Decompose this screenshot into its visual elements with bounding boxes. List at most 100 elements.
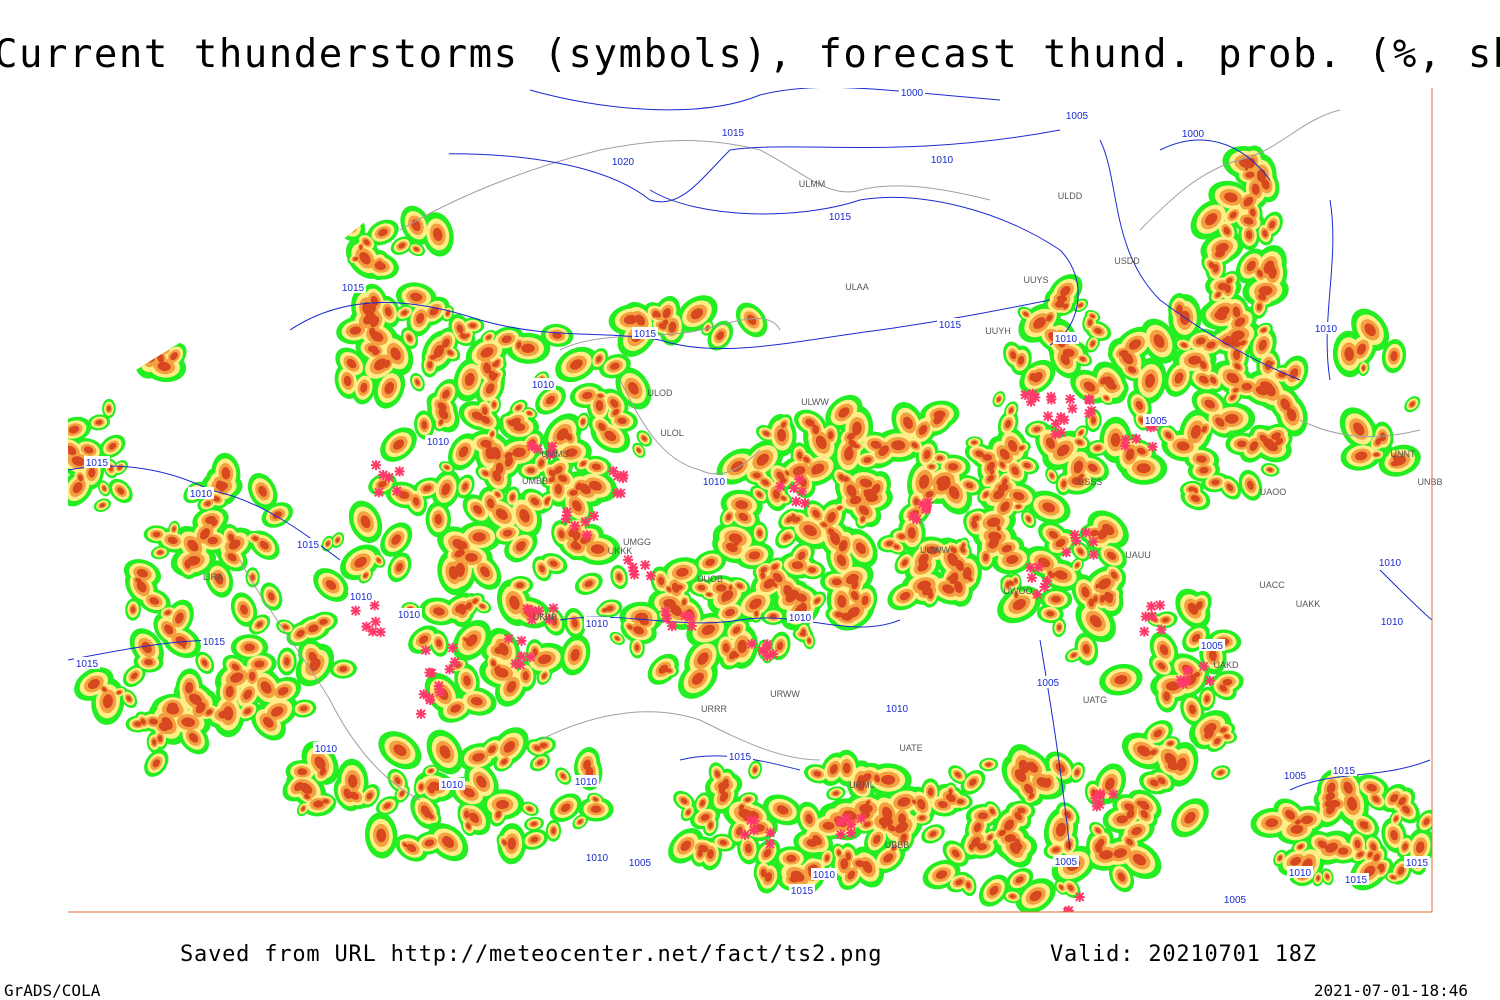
isobar-label: 1005 <box>1224 895 1247 906</box>
storm-symbol <box>1091 801 1102 812</box>
station-label: URRR <box>701 704 727 714</box>
storm-symbol <box>394 466 405 477</box>
station-label: UBBB <box>885 840 910 850</box>
storm-symbol <box>1059 414 1070 425</box>
isobar-label: 1005 <box>1055 857 1078 868</box>
station-label: UAOO <box>1260 487 1287 497</box>
storm-symbol <box>516 635 527 646</box>
storm-symbol <box>1064 911 1075 912</box>
isobar-label: 1005 <box>1201 641 1224 652</box>
storm-symbol <box>627 562 638 573</box>
station-label: UATG <box>1083 695 1107 705</box>
storm-symbol <box>516 651 527 662</box>
storm-symbol <box>378 469 389 480</box>
storm-symbol <box>373 487 384 498</box>
storm-symbol <box>420 645 431 656</box>
isobar-label: 1015 <box>829 212 852 223</box>
storm-symbol <box>1147 441 1158 452</box>
isobar-label: 1010 <box>532 380 555 391</box>
isobar-label: 1010 <box>575 777 598 788</box>
storm-symbol <box>1042 411 1053 422</box>
storm-symbol <box>425 694 436 705</box>
timestamp: 2021-07-01-18:46 <box>1314 981 1468 1000</box>
storm-symbol <box>510 658 521 669</box>
storm-symbol <box>433 680 444 691</box>
storm-symbol <box>1026 572 1037 583</box>
storm-symbol <box>581 529 592 540</box>
station-label: UKKK <box>608 546 633 556</box>
isobar-label: 1015 <box>342 283 365 294</box>
shade-area <box>513 423 526 432</box>
station-label: ULAA <box>845 282 869 292</box>
isobar-label: 1010 <box>1055 334 1078 345</box>
storm-symbol <box>367 626 378 637</box>
storm-symbol <box>350 605 361 616</box>
storm-symbol <box>1108 789 1119 800</box>
storm-symbol <box>686 621 697 632</box>
storm-symbol <box>667 621 678 632</box>
storm-symbol <box>799 498 810 509</box>
storm-symbol <box>746 638 757 649</box>
isobar-label: 1015 <box>297 540 320 551</box>
software: GrADS/COLA <box>4 981 101 1000</box>
storm-symbol <box>1139 626 1150 637</box>
isobar-label: 1015 <box>791 886 814 897</box>
storm-symbol <box>416 708 427 719</box>
isobar-label: 1010 <box>441 780 464 791</box>
storm-symbol <box>1120 434 1131 445</box>
station-label: UNNT <box>1391 449 1416 459</box>
storm-symbol <box>1065 394 1076 405</box>
isobar-label: 1010 <box>398 610 421 621</box>
shade-area <box>146 333 167 350</box>
station-label: UUWW <box>920 545 950 555</box>
isobar-label: 1005 <box>1284 771 1307 782</box>
storm-symbol <box>1088 536 1099 547</box>
storm-symbol <box>640 560 651 571</box>
isobar-label: 1015 <box>939 320 962 331</box>
probability-shading <box>68 145 1432 912</box>
storm-symbol <box>562 507 573 518</box>
isobar-label: 1020 <box>612 157 635 168</box>
storm-symbol <box>1025 562 1036 573</box>
storm-symbol <box>580 516 591 527</box>
shade-area <box>1051 595 1061 603</box>
shade-area <box>344 218 354 230</box>
station-label: UUOB <box>697 574 723 584</box>
storm-symbol <box>788 483 799 494</box>
storm-symbol <box>748 825 759 836</box>
storm-symbol <box>1182 665 1193 676</box>
storm-symbol <box>685 612 696 623</box>
storm-symbol <box>749 815 760 826</box>
storm-symbol <box>1067 403 1078 414</box>
storm-symbol <box>921 502 932 513</box>
station-label: UAKD <box>1213 660 1239 670</box>
storm-symbol <box>835 829 846 840</box>
storm-symbol <box>908 511 919 522</box>
storm-symbol <box>623 554 634 565</box>
storm-symbol <box>660 606 671 617</box>
storm-symbol <box>1080 527 1091 538</box>
isobar-label: 1015 <box>1333 766 1356 777</box>
storm-symbol <box>525 652 536 663</box>
storm-symbol <box>757 645 768 656</box>
storm-symbol <box>1086 405 1097 416</box>
station-label: ULOL <box>660 428 684 438</box>
storm-symbol <box>629 569 640 580</box>
storm-symbol <box>447 642 458 653</box>
title: Current thunderstorms (symbols), forecas… <box>0 32 1500 77</box>
station-label: ULMM <box>799 179 826 189</box>
isobar-label: 1010 <box>789 613 812 624</box>
station-label: UMBB <box>522 476 548 486</box>
isobar-label: 1015 <box>729 752 752 763</box>
isobar-label: 1000 <box>1182 129 1205 140</box>
storm-symbol <box>1181 675 1192 686</box>
isobar-label: 1005 <box>1066 111 1089 122</box>
storm-symbol <box>449 656 460 667</box>
isobar-label: 1010 <box>315 744 338 755</box>
storm-symbol <box>1061 547 1072 558</box>
source-url: Saved from URL http://meteocenter.net/fa… <box>180 942 882 967</box>
storm-symbol <box>1198 661 1209 672</box>
station-label: UUYS <box>1023 275 1048 285</box>
